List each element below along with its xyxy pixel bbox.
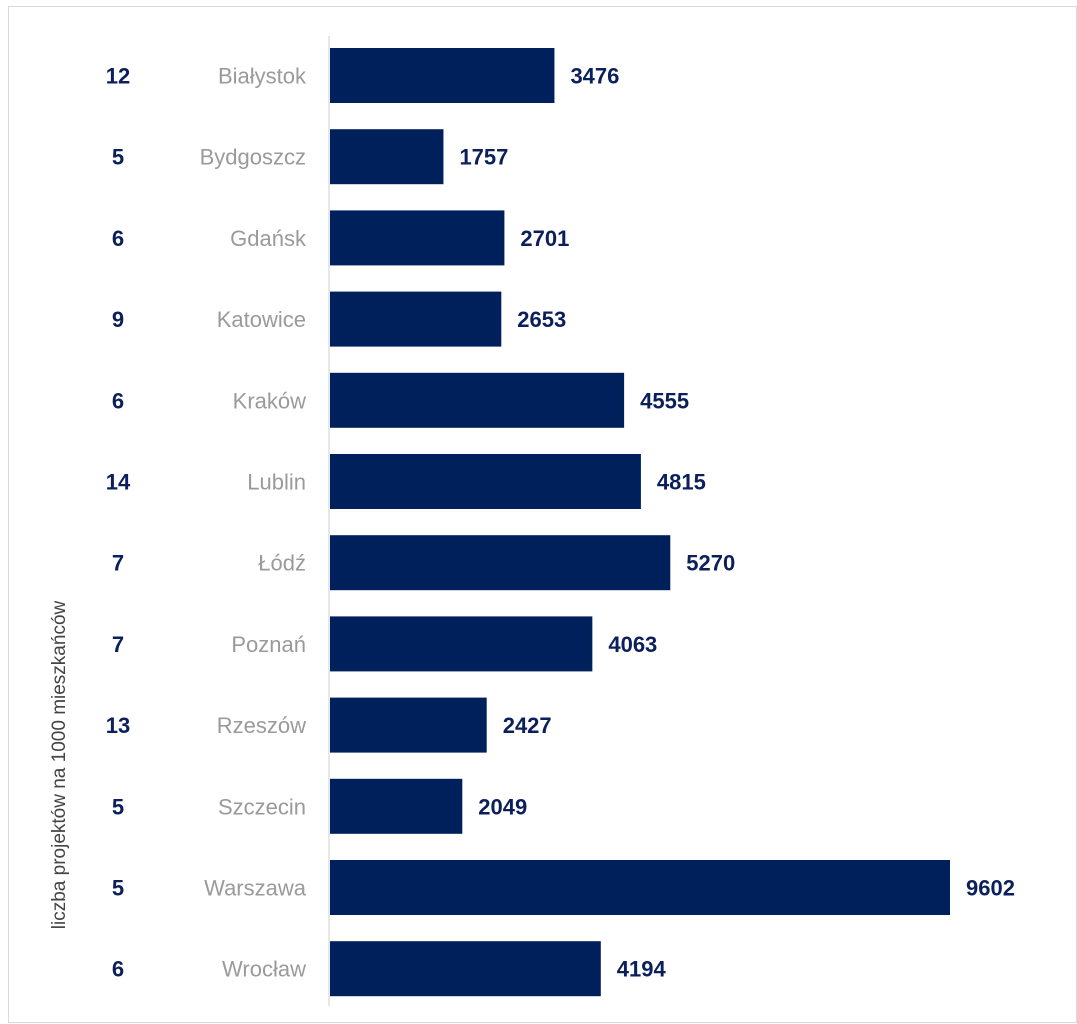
bar-5 [330,454,641,509]
category-label: Gdańsk [230,226,307,251]
category-label: Kraków [233,388,306,413]
category-label: Rzeszów [217,713,306,738]
per-1000-label: 14 [106,470,131,495]
per-1000-label: 5 [112,876,124,901]
category-label: Poznań [231,632,306,657]
per-1000-label: 6 [112,226,124,251]
category-label: Lublin [247,470,306,495]
per-1000-label: 7 [112,632,124,657]
bar-4 [330,372,625,428]
bar-0 [330,48,555,103]
bar-rows: 3476 Białystok 12 1757 Bydgoszcz 5 2701 Gdańsk 6… [106,48,1015,997]
bar-value-label: 3476 [570,64,619,89]
bar-7 [330,616,593,672]
bar-value-label: 2427 [503,713,552,738]
bar-8 [330,697,487,753]
bar-3 [330,291,502,347]
category-label: Katowice [217,307,306,332]
per-1000-label: 9 [112,307,124,332]
y-axis-title: liczba projektów na 1000 mieszkańców [49,601,70,930]
category-label: Białystok [218,64,307,89]
bar-value-label: 1757 [459,145,508,170]
category-label: Warszawa [204,876,307,901]
category-label: Wrocław [222,957,306,982]
category-label: Szczecin [218,794,306,819]
per-1000-label: 13 [106,713,130,738]
per-1000-label: 7 [112,551,124,576]
bar-value-label: 4194 [617,957,667,982]
per-1000-label: 6 [112,957,124,982]
bar-2 [330,210,505,266]
bar-value-label: 2653 [517,307,566,332]
per-1000-label: 12 [106,64,130,89]
bar-9 [330,778,463,834]
bar-6 [330,535,671,591]
bar-value-label: 2701 [520,226,569,251]
category-label: Bydgoszcz [200,145,306,170]
per-1000-label: 5 [112,145,124,170]
per-1000-label: 6 [112,388,124,413]
bar-11 [330,941,601,997]
category-label: Łódź [258,551,306,576]
bar-value-label: 4063 [608,632,657,657]
bar-value-label: 2049 [478,794,527,819]
bar-value-label: 9602 [966,876,1015,901]
bar-1 [330,129,444,185]
bar-value-label: 5270 [686,551,735,576]
per-1000-label: 5 [112,794,124,819]
bar-value-label: 4555 [640,388,689,413]
chart-frame [8,6,1077,1023]
bar-10 [330,860,950,915]
bar-value-label: 4815 [657,470,706,495]
